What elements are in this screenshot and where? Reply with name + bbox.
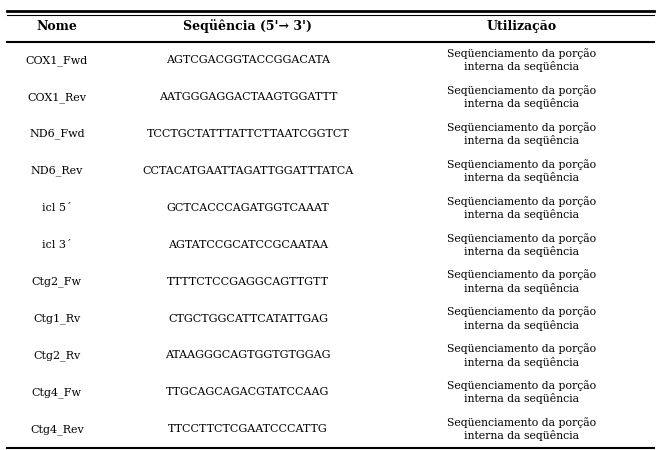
Text: Seqüenciamento da porção
interna da seqüência: Seqüenciamento da porção interna da seqü… [447, 48, 596, 72]
Text: AATGGGAGGACTAAGTGGATTT: AATGGGAGGACTAAGTGGATTT [159, 92, 337, 102]
Text: Seqüenciamento da porção
interna da seqüência: Seqüenciamento da porção interna da seqü… [447, 85, 596, 109]
Text: COX1_Rev: COX1_Rev [27, 92, 87, 103]
Text: Nome: Nome [36, 20, 77, 33]
Text: Seqüenciamento da porção
interna da seqüência: Seqüenciamento da porção interna da seqü… [447, 122, 596, 146]
Text: ATAAGGGCAGTGGTGTGGAG: ATAAGGGCAGTGGTGTGGAG [165, 351, 330, 360]
Text: CTGCTGGCATTCATATTGAG: CTGCTGGCATTCATATTGAG [168, 314, 328, 324]
Text: TTGCAGCAGACGTATCCAAG: TTGCAGCAGACGTATCCAAG [166, 387, 330, 397]
Text: icl 5´: icl 5´ [42, 203, 71, 213]
Text: AGTATCCGCATCCGCAATAA: AGTATCCGCATCCGCAATAA [168, 240, 328, 250]
Text: Seqüência (5'→ 3'): Seqüência (5'→ 3') [183, 20, 313, 33]
Text: TTTTCTCCGAGGCAGTTGTT: TTTTCTCCGAGGCAGTTGTT [167, 277, 329, 287]
Text: Ctg4_Rev: Ctg4_Rev [30, 424, 84, 435]
Text: Seqüenciamento da porção
interna da seqüência: Seqüenciamento da porção interna da seqü… [447, 233, 596, 257]
Text: AGTCGACGGTACCGGACATA: AGTCGACGGTACCGGACATA [166, 55, 330, 65]
Text: Seqüenciamento da porção
interna da seqüência: Seqüenciamento da porção interna da seqü… [447, 270, 596, 294]
Text: Ctg1_Rv: Ctg1_Rv [33, 313, 81, 324]
Text: Seqüenciamento da porção
interna da seqüência: Seqüenciamento da porção interna da seqü… [447, 343, 596, 368]
Text: Seqüenciamento da porção
interna da seqüência: Seqüenciamento da porção interna da seqü… [447, 380, 596, 405]
Text: Seqüenciamento da porção
interna da seqüência: Seqüenciamento da porção interna da seqü… [447, 417, 596, 441]
Text: Ctg2_Fw: Ctg2_Fw [32, 276, 82, 287]
Text: Seqüenciamento da porção
interna da seqüência: Seqüenciamento da porção interna da seqü… [447, 159, 596, 183]
Text: ND6_Fwd: ND6_Fwd [29, 129, 85, 140]
Text: TTCCTTCTCGAATCCCATTG: TTCCTTCTCGAATCCCATTG [168, 424, 328, 434]
Text: CCTACATGAATTAGATTGGATTTATCA: CCTACATGAATTAGATTGGATTTATCA [142, 166, 354, 176]
Text: Ctg4_Fw: Ctg4_Fw [32, 387, 82, 398]
Text: Seqüenciamento da porção
interna da seqüência: Seqüenciamento da porção interna da seqü… [447, 306, 596, 331]
Text: Ctg2_Rv: Ctg2_Rv [33, 350, 81, 361]
Text: COX1_Fwd: COX1_Fwd [26, 55, 88, 66]
Text: GCTCACCCAGATGGTCAAAT: GCTCACCCAGATGGTCAAAT [167, 203, 329, 213]
Text: Seqüenciamento da porção
interna da seqüência: Seqüenciamento da porção interna da seqü… [447, 196, 596, 220]
Text: ND6_Rev: ND6_Rev [30, 166, 83, 176]
Text: icl 3´: icl 3´ [42, 240, 71, 250]
Text: Utilização: Utilização [486, 20, 557, 33]
Text: TCCTGCTATTTATTCTTAATCGGTCT: TCCTGCTATTTATTCTTAATCGGTCT [147, 129, 349, 139]
